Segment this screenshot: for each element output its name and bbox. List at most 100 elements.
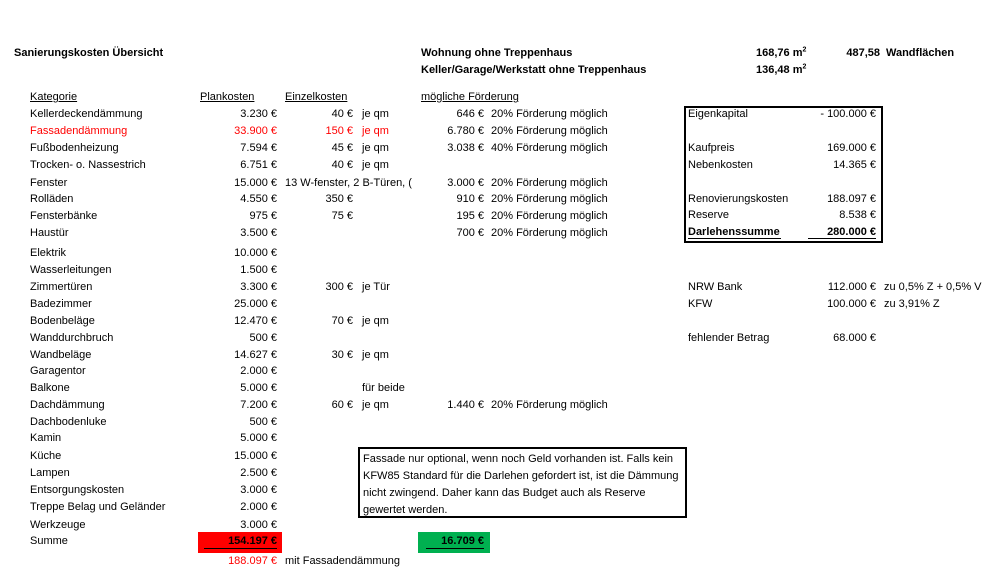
row-category: Wandbeläge <box>30 349 92 361</box>
row-category: Wasserleitungen <box>30 264 112 276</box>
row-einzelkosten: 60 € <box>331 399 353 411</box>
loan-value-kfw: 100.000 € <box>827 298 876 310</box>
row-plankosten: 15.000 € <box>234 177 277 189</box>
sum-label: Summe <box>30 535 68 547</box>
sum-with-facade-label: mit Fassadendämmung <box>285 555 400 567</box>
loan-note-kfw: zu 3,91% Z <box>884 298 940 310</box>
row-category: Bodenbeläge <box>30 315 95 327</box>
row-category: Trocken- o. Nassestrich <box>30 159 146 171</box>
row-foerderung-value: 1.440 € <box>447 399 484 411</box>
loan-label-nrw: NRW Bank <box>688 281 743 293</box>
row-plankosten: 5.000 € <box>240 432 277 444</box>
facade-note: Fassade nur optional, wenn noch Geld vor… <box>358 447 687 518</box>
sum-foerd-value: 16.709 € <box>441 535 484 547</box>
finance-value-nebenkosten: 14.365 € <box>833 159 876 171</box>
row-category: Wanddurchbruch <box>30 332 114 344</box>
header-plankosten: Plankosten <box>200 91 255 103</box>
wall-area-label: Wandflächen <box>886 47 955 59</box>
finance-value-kaufpreis: 169.000 € <box>827 142 876 154</box>
row-foerderung-value: 910 € <box>456 193 484 205</box>
row-plankosten: 7.200 € <box>240 399 277 411</box>
row-einzelkosten-note: 13 W-fenster, 2 B-Türen, ( <box>285 177 412 189</box>
row-plankosten: 3.230 € <box>240 108 277 120</box>
sum-foerd-underline <box>426 548 484 549</box>
darlehen-label-underline <box>688 238 781 239</box>
row-plankosten: 12.470 € <box>234 315 277 327</box>
header-einzelkosten: Einzelkosten <box>285 91 348 103</box>
row-einzelkosten: 40 € <box>331 159 353 171</box>
row-plankosten: 33.900 € <box>234 125 277 137</box>
row-einzelkosten: 150 € <box>325 125 353 137</box>
missing-amount-label: fehlender Betrag <box>688 332 770 344</box>
row-category: Fußbodenheizung <box>30 142 119 154</box>
row-foerderung-value: 3.038 € <box>447 142 484 154</box>
row-plankosten: 6.751 € <box>240 159 277 171</box>
row-category: Badezimmer <box>30 298 92 310</box>
row-category: Balkone <box>30 382 70 394</box>
sheet-title: Sanierungskosten Übersicht <box>14 47 164 59</box>
row-plankosten: 3.300 € <box>240 281 277 293</box>
row-category: Elektrik <box>30 247 67 259</box>
row-foerderung-text: 40% Förderung möglich <box>491 142 608 154</box>
darlehen-value-underline <box>808 238 876 239</box>
row-einzelkosten: 350 € <box>325 193 353 205</box>
row-category: Treppe Belag und Geländer <box>30 501 166 513</box>
row-einzelkosten: 300 € <box>325 281 353 293</box>
header-kategorie: Kategorie <box>30 91 78 103</box>
loan-note-nrw: zu 0,5% Z + 0,5% V <box>884 281 982 293</box>
row-category: Werkzeuge <box>30 519 86 531</box>
wall-area-value: 487,58 <box>846 47 880 59</box>
row-plankosten: 1.500 € <box>240 264 277 276</box>
row-foerderung-text: 20% Förderung möglich <box>491 399 608 411</box>
row-category: Kamin <box>30 432 62 444</box>
loan-value-nrw: 112.000 € <box>827 281 876 293</box>
row-unit: je qm <box>362 315 389 327</box>
row-plankosten: 25.000 € <box>234 298 277 310</box>
row-plankosten: 2.500 € <box>240 467 277 479</box>
row-category: Fassadendämmung <box>30 125 128 137</box>
row-plankosten: 15.000 € <box>234 450 277 462</box>
sum-plan-highlight <box>198 532 282 553</box>
row-einzelkosten: 40 € <box>331 108 353 120</box>
row-plankosten: 7.594 € <box>240 142 277 154</box>
row-foerderung-text: 20% Förderung möglich <box>491 177 608 189</box>
finance-value-eigenkapital: - 100.000 € <box>820 108 876 120</box>
sum-foerd-highlight <box>418 532 490 553</box>
finance-box <box>684 106 883 243</box>
row-plankosten: 500 € <box>249 332 277 344</box>
sum-plan-underline <box>204 548 277 549</box>
row-plankosten: 2.000 € <box>240 501 277 513</box>
row-category: Rolläden <box>30 193 74 205</box>
finance-label-reserve: Reserve <box>688 209 729 221</box>
row-category: Zimmertüren <box>30 281 93 293</box>
row-foerderung-value: 195 € <box>456 210 484 222</box>
row-category: Garagentor <box>30 365 86 377</box>
header-foerderung: mögliche Förderung <box>421 91 519 103</box>
row-plankosten: 10.000 € <box>234 247 277 259</box>
row-plankosten: 3.500 € <box>240 227 277 239</box>
finance-value-darlehen: 280.000 € <box>827 226 876 238</box>
area-value-wohnung: 168,76 m2 <box>756 46 807 59</box>
row-einzelkosten: 70 € <box>331 315 353 327</box>
area-label-keller: Keller/Garage/Werkstatt ohne Treppenhaus <box>421 64 647 76</box>
row-foerderung-text: 20% Förderung möglich <box>491 125 608 137</box>
row-einzelkosten: 45 € <box>331 142 353 154</box>
row-unit: je Tür <box>362 281 390 293</box>
row-unit: je qm <box>362 159 389 171</box>
row-foerderung-value: 700 € <box>456 227 484 239</box>
row-plankosten: 3.000 € <box>240 484 277 496</box>
row-unit: je qm <box>362 108 389 120</box>
row-plankosten: 975 € <box>249 210 277 222</box>
row-category: Haustür <box>30 227 69 239</box>
area-label-wohnung: Wohnung ohne Treppenhaus <box>421 47 573 59</box>
row-unit: je qm <box>362 349 389 361</box>
finance-value-reserve: 8.538 € <box>839 209 876 221</box>
row-category: Dachdämmung <box>30 399 105 411</box>
row-unit: je qm <box>362 142 389 154</box>
sum-plan-value: 154.197 € <box>228 535 277 547</box>
row-einzelkosten: 30 € <box>331 349 353 361</box>
row-einzelkosten: 75 € <box>331 210 353 222</box>
row-plankosten: 2.000 € <box>240 365 277 377</box>
finance-label-renovierung: Renovierungskosten <box>688 193 789 205</box>
